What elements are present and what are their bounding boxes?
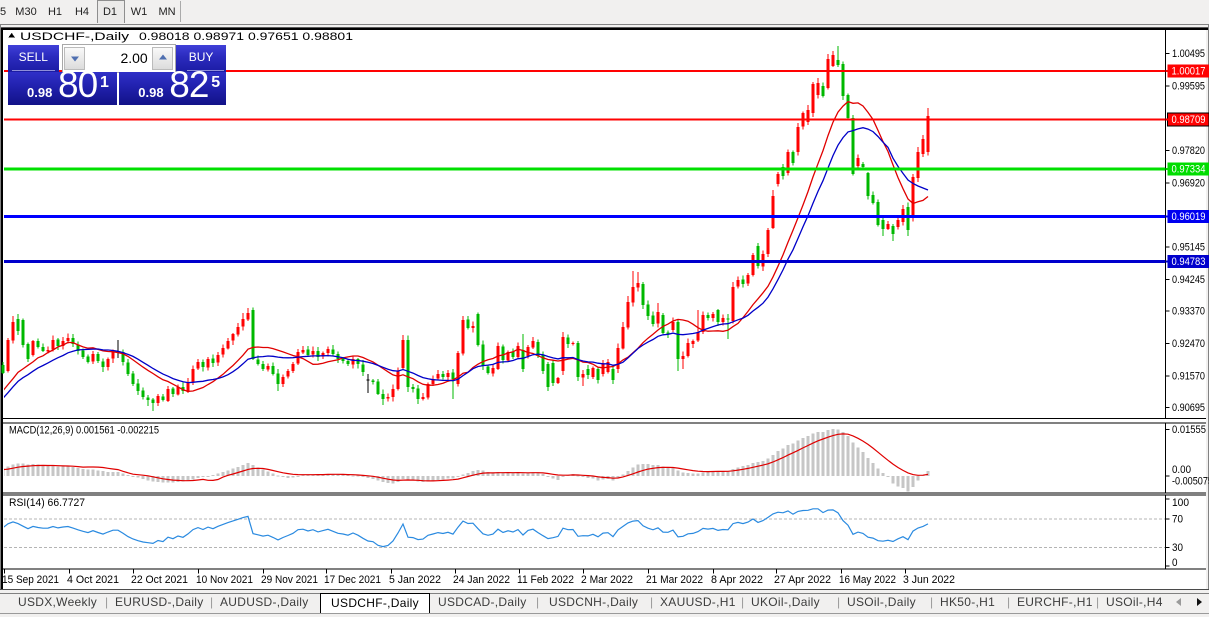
svg-text:0.92470: 0.92470: [1172, 338, 1205, 350]
svg-text:0.91570: 0.91570: [1172, 371, 1205, 383]
svg-text:1.00495: 1.00495: [1172, 48, 1205, 60]
svg-text:24 Jan 2022: 24 Jan 2022: [453, 574, 510, 586]
svg-text:10 Nov 2021: 10 Nov 2021: [196, 574, 253, 586]
svg-text:2 Mar 2022: 2 Mar 2022: [581, 574, 633, 586]
svg-text:0.99595: 0.99595: [1172, 80, 1205, 92]
svg-text:15 Sep 2021: 15 Sep 2021: [2, 574, 59, 586]
svg-text:0.97334: 0.97334: [1172, 164, 1206, 176]
svg-text:0.97820: 0.97820: [1172, 145, 1205, 157]
svg-text:8 Apr 2022: 8 Apr 2022: [711, 574, 763, 586]
svg-text:22 Oct 2021: 22 Oct 2021: [131, 574, 188, 586]
svg-text:17 Dec 2021: 17 Dec 2021: [324, 574, 381, 586]
svg-text:0.01555: 0.01555: [1172, 424, 1206, 436]
svg-text:0.98018 0.98971 0.97651 0.9880: 0.98018 0.98971 0.97651 0.98801: [139, 31, 353, 43]
svg-text:0: 0: [1172, 557, 1178, 569]
svg-text:0.98709: 0.98709: [1172, 114, 1206, 126]
svg-text:29 Nov 2021: 29 Nov 2021: [261, 574, 318, 586]
svg-text:USDCHF-,Daily: USDCHF-,Daily: [20, 31, 130, 43]
svg-text:21 Mar 2022: 21 Mar 2022: [646, 574, 703, 586]
svg-text:100: 100: [1172, 497, 1189, 509]
svg-text:0.96920: 0.96920: [1172, 177, 1205, 189]
svg-text:0.94245: 0.94245: [1172, 274, 1205, 286]
svg-text:30: 30: [1172, 542, 1183, 554]
svg-text:3 Jun 2022: 3 Jun 2022: [903, 574, 955, 586]
svg-text:27 Apr 2022: 27 Apr 2022: [774, 574, 831, 586]
svg-text:0.93370: 0.93370: [1172, 306, 1205, 318]
svg-text:16 May 2022: 16 May 2022: [839, 574, 896, 586]
svg-text:RSI(14) 66.7727: RSI(14) 66.7727: [9, 497, 85, 509]
svg-text:0.96019: 0.96019: [1172, 211, 1206, 223]
svg-text:4 Oct 2021: 4 Oct 2021: [67, 574, 119, 586]
svg-text:-0.005075: -0.005075: [1172, 476, 1209, 488]
svg-text:MACD(12,26,9) 0.001561 -0.0022: MACD(12,26,9) 0.001561 -0.002215: [9, 425, 159, 437]
svg-text:70: 70: [1172, 513, 1183, 525]
svg-text:0.90695: 0.90695: [1172, 402, 1205, 414]
svg-text:0.00: 0.00: [1172, 464, 1191, 476]
svg-text:0.94783: 0.94783: [1172, 256, 1206, 268]
svg-text:0.95145: 0.95145: [1172, 241, 1205, 253]
svg-text:5 Jan 2022: 5 Jan 2022: [389, 574, 441, 586]
svg-text:11 Feb 2022: 11 Feb 2022: [517, 574, 574, 586]
svg-text:1.00017: 1.00017: [1172, 65, 1206, 77]
